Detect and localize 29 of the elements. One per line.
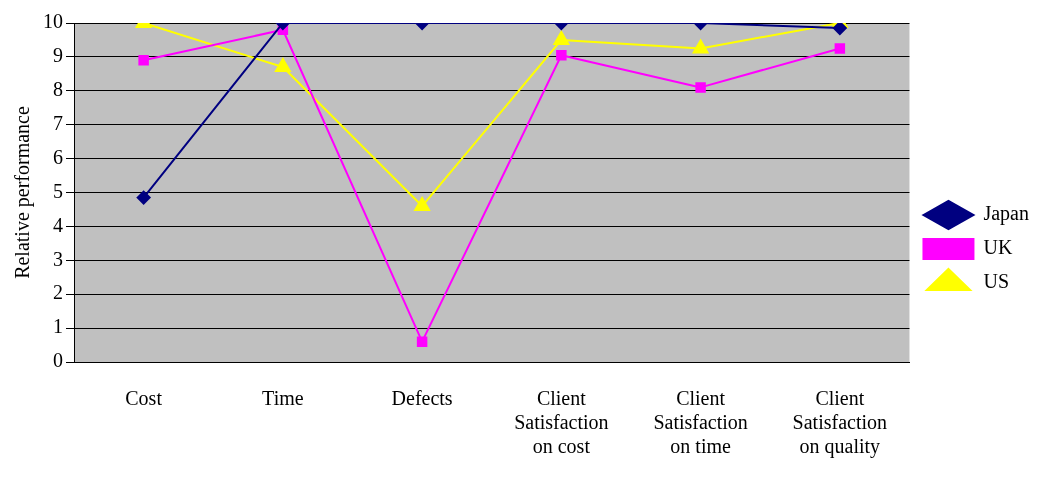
point — [834, 43, 846, 54]
point — [138, 55, 149, 66]
x-tick-label: Time — [262, 387, 304, 410]
point — [136, 190, 151, 205]
point — [832, 23, 847, 36]
y-tick-label: 6 — [53, 145, 63, 168]
y-tick-label: 1 — [53, 315, 63, 338]
y-tick-label: 8 — [53, 78, 63, 101]
point — [414, 197, 431, 212]
legend-label: Japan — [983, 202, 1030, 226]
y-axis-title: Relative performance — [11, 106, 35, 279]
x-tick-label: Defects — [391, 387, 453, 410]
y-tick-label: 0 — [53, 349, 63, 372]
y-tick-label: 4 — [53, 213, 63, 236]
y-tick-label: 7 — [53, 111, 63, 134]
y-tick-label: 5 — [53, 179, 63, 202]
y-tick-label: 9 — [53, 44, 63, 67]
y-tick-label: 3 — [53, 247, 63, 270]
point — [556, 49, 567, 61]
x-tick-label: Client Satisfaction on time — [653, 387, 748, 458]
x-tick-label: Client Satisfaction on quality — [792, 387, 888, 459]
legend-label: US — [983, 270, 1010, 293]
legend-label: UK — [983, 236, 1013, 259]
x-tick-label: Cost — [125, 387, 163, 410]
point — [416, 336, 428, 347]
y-tick-label: 10 — [43, 10, 63, 33]
point — [695, 82, 706, 93]
x-tick-label: Client Satisfaction on cost — [514, 387, 609, 458]
y-tick-label: 2 — [53, 281, 63, 304]
